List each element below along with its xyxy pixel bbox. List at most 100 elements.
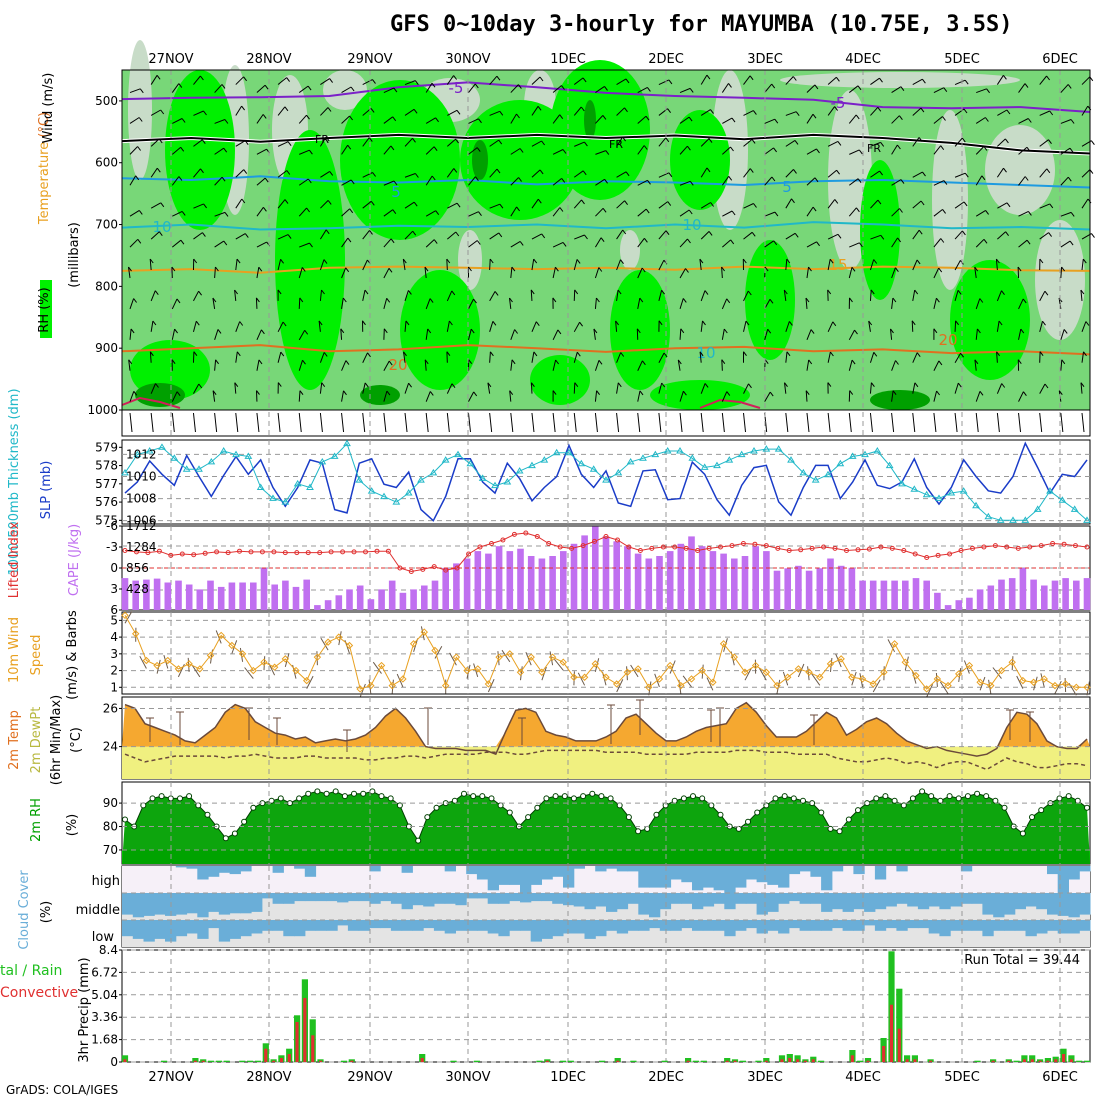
wind10m-tick-label: 4: [110, 630, 118, 644]
thickness-tick-label: 579: [95, 440, 118, 454]
precip-convective-bar: [780, 1059, 783, 1062]
thickness-tick-label: 577: [95, 477, 118, 491]
cloud-high-bar: [660, 866, 671, 888]
rh2m-marker: [965, 794, 970, 799]
cape-bar: [742, 556, 749, 610]
cloud-low-bar: [714, 920, 725, 931]
cloud-middle-bar: [337, 893, 348, 902]
rh2m-marker: [251, 805, 256, 810]
precip-convective-bar: [1039, 1061, 1042, 1062]
date-label-top: 3DEC: [747, 52, 783, 67]
date-label-top: 28NOV: [246, 52, 291, 67]
cloud-low-bar: [412, 920, 423, 931]
rh2m-marker: [581, 794, 586, 799]
cape-bar: [186, 585, 193, 611]
cloud-low-bar: [219, 920, 230, 942]
rh2m-marker: [837, 829, 842, 834]
precip-convective-bar: [1054, 1059, 1057, 1062]
cloud-middle-bar: [875, 893, 886, 909]
cloud-high-bar: [230, 866, 241, 874]
cloud-low-bar: [606, 920, 617, 931]
cloud-high-bar: [778, 866, 789, 888]
cape-bar: [774, 571, 781, 610]
cloud-low-bar: [552, 920, 563, 936]
cloud-middle-bar: [735, 893, 746, 904]
cloud-middle-bar: [144, 893, 155, 916]
temp2m-area: [122, 703, 1090, 747]
precip-convective-bar: [272, 1061, 275, 1062]
wind-barb: [744, 413, 746, 432]
cloud-low-bar: [326, 920, 337, 931]
cloud-low-bar: [638, 920, 649, 931]
rh2m-marker: [196, 803, 201, 808]
cloud-middle-bar: [230, 893, 241, 913]
cloud-low-bar: [520, 920, 531, 931]
cloud-low-bar: [262, 920, 273, 931]
cape-bar: [838, 566, 845, 610]
cloud-middle-bar: [703, 893, 714, 907]
slp-tick-label: 1012: [126, 447, 157, 461]
cloud-high-bar: [757, 866, 768, 882]
cape-bar: [849, 568, 856, 610]
precip-convective-bar: [890, 1005, 893, 1062]
temp2m-axis-label: 2m Temp: [7, 710, 22, 770]
rh2m-marker: [150, 796, 155, 801]
precip-total-bar: [701, 1061, 707, 1062]
cloud-middle-bar: [617, 893, 628, 909]
cape-tick-label: 1284: [126, 540, 157, 554]
rh2m-tick-label: 90: [103, 796, 118, 810]
rh2m-marker: [526, 815, 531, 820]
cloud-middle-bar: [509, 893, 520, 901]
date-label-top: 30NOV: [445, 52, 490, 67]
contour-label: 10: [696, 344, 715, 362]
cloud-axis-label: Cloud Cover: [17, 870, 32, 950]
precip-convective-bar: [851, 1055, 854, 1062]
wind10m-barb: [574, 671, 575, 685]
wind-barb: [870, 413, 872, 432]
label-part: (%): [39, 901, 54, 924]
cape-bar: [763, 551, 770, 610]
cape-axis-label: CAPE (J/kg): [67, 524, 82, 596]
precip-convective-bar: [202, 1061, 205, 1062]
rh2m-marker: [1039, 808, 1044, 813]
cloud-high-bar: [832, 866, 843, 871]
wind-barb-feather: [1092, 234, 1095, 238]
date-label-bottom: 30NOV: [445, 1070, 490, 1085]
precip-convective-bar: [123, 1059, 126, 1062]
cloud-middle-bar: [316, 893, 327, 901]
wind-barb: [722, 413, 724, 432]
rh2m-marker: [746, 819, 751, 824]
rh-cell: [530, 355, 590, 405]
wind-barb: [299, 298, 300, 309]
cloud-middle-bar: [369, 893, 380, 904]
rh2m-marker: [901, 803, 906, 808]
cloud-middle-bar: [187, 893, 198, 913]
precip-label-total: tal / Rain: [0, 963, 62, 979]
cloud-low-bar: [843, 920, 854, 931]
wind-barb: [574, 383, 575, 394]
cloud-middle-bar: [445, 893, 456, 904]
precip-convective-bar: [867, 1061, 870, 1062]
date-label-top: 5DEC: [944, 52, 980, 67]
rh2m-marker: [498, 803, 503, 808]
cape-bar: [613, 541, 620, 610]
cloud-low-bar: [563, 920, 574, 934]
wind-barb: [912, 321, 913, 332]
rh2m-unit-label: (%): [65, 814, 80, 837]
cloud-low-bar: [735, 920, 746, 931]
date-label-bottom: 6DEC: [1042, 1070, 1078, 1085]
cloud-middle-bar: [305, 893, 316, 901]
cloud-middle-bar: [638, 893, 649, 915]
cloud-middle-bar: [197, 893, 208, 917]
rh-cell: [870, 390, 930, 410]
cape-bar: [1073, 581, 1080, 610]
label-part: Speed: [29, 635, 44, 676]
rh2m-marker: [920, 789, 925, 794]
contour-label: 5: [391, 183, 401, 201]
wind-barb: [638, 413, 640, 432]
cape-bar: [400, 593, 407, 610]
cloud-low-bar: [369, 920, 380, 928]
date-label-bottom: 27NOV: [148, 1070, 193, 1085]
rh2m-marker: [178, 796, 183, 801]
cape-bar: [368, 599, 375, 610]
